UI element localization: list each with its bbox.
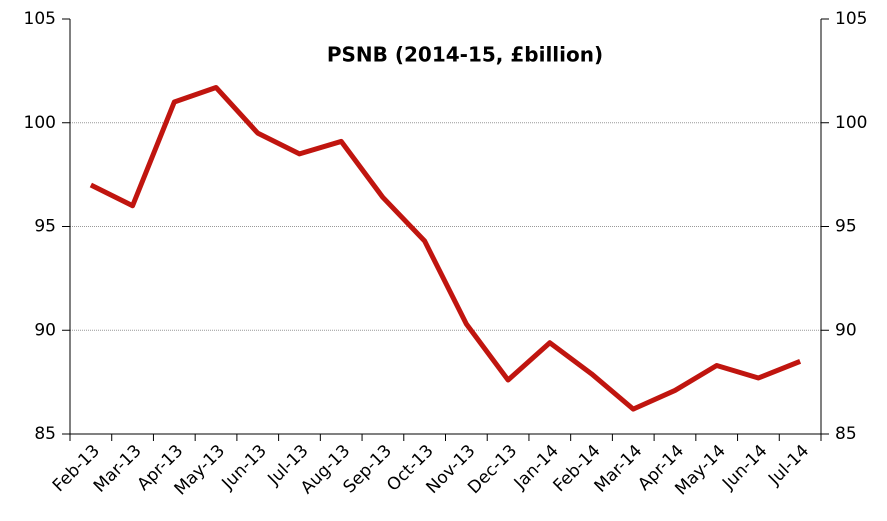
y2-tick-label: 95 bbox=[835, 217, 857, 237]
x-tick-label: Jul-14 bbox=[764, 441, 813, 490]
y-tick-label: 105 bbox=[24, 9, 56, 29]
series-line bbox=[89, 84, 802, 412]
y2-tick-label: 105 bbox=[835, 9, 867, 29]
y-tick-label: 100 bbox=[24, 113, 56, 133]
chart-title: PSNB (2014-15, £billion) bbox=[327, 43, 603, 67]
y-tick-label: 95 bbox=[34, 217, 56, 237]
x-tick-label: Mar-13 bbox=[90, 441, 146, 497]
y2-tick-label: 100 bbox=[835, 113, 867, 133]
y2-tick-label: 85 bbox=[835, 424, 857, 444]
y2-tick-label: 90 bbox=[835, 320, 857, 340]
y-tick-label: 85 bbox=[34, 424, 56, 444]
x-tick-label: Jun-14 bbox=[718, 441, 771, 494]
x-tick-label: Mar-14 bbox=[591, 441, 647, 497]
x-tick-label: Jun-13 bbox=[218, 441, 271, 494]
y-tick-label: 90 bbox=[34, 320, 56, 340]
